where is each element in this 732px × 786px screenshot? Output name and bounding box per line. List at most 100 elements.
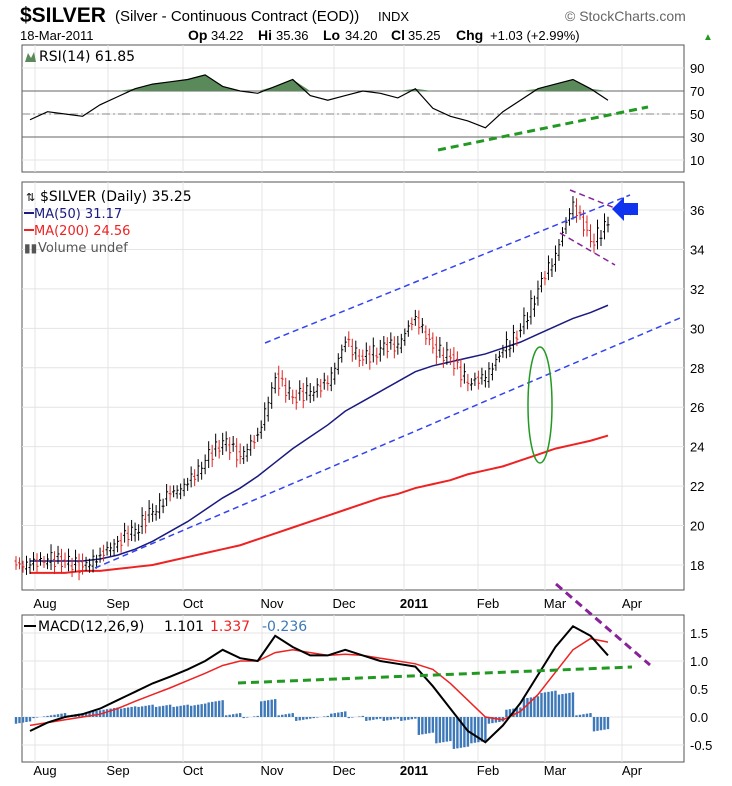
macd-histogram-bar (140, 706, 144, 717)
price-tick-label: 18 (690, 558, 704, 573)
macd-histogram-bar (14, 717, 18, 724)
macd-histogram-bar (112, 708, 116, 717)
macd-histogram-bar (25, 717, 28, 723)
macd-histogram-bar (603, 717, 606, 730)
macd-tick-label: 1.0 (690, 654, 708, 669)
chg-label: Chg (456, 27, 483, 43)
ma200-line (30, 434, 609, 574)
macd-histogram-bar (529, 697, 533, 717)
macd-histogram-bar (256, 715, 259, 717)
macd-histogram-bar (337, 712, 340, 717)
macd-histogram-bar (291, 713, 294, 717)
macd-histogram-bar (361, 715, 364, 717)
macd-histogram-bar (372, 717, 375, 720)
macd-histogram-bar (480, 717, 484, 742)
macd-histogram-bar (564, 693, 568, 717)
price-tick-label: 32 (690, 282, 704, 297)
price-x-label: Apr (622, 596, 643, 611)
macd-histogram-bar (400, 717, 403, 721)
macd-histogram-bar (407, 717, 410, 720)
macd-histogram-bar (207, 702, 210, 717)
macd-histogram-bar (344, 711, 347, 717)
macd-histogram-bar (133, 706, 137, 717)
macd-tick-label: 0.5 (690, 682, 708, 697)
price-x-label: Feb (477, 596, 499, 611)
macd-histogram-bar (189, 705, 193, 717)
annotations (94, 105, 681, 685)
chg-value: +1.03 (+2.99%) (490, 28, 580, 43)
macd-histogram-bar (144, 705, 147, 717)
macd-line (29, 625, 609, 744)
price-tick-label: 28 (690, 361, 704, 376)
macd-histogram-bar (414, 717, 417, 719)
macd-histogram-bar (487, 717, 491, 724)
price-frame (21, 181, 685, 591)
macd-histogram-bar (116, 707, 119, 717)
macd-histogram-bar (137, 706, 140, 717)
macd-value: 1.101 (164, 619, 204, 635)
macd-histogram-bar (421, 717, 424, 735)
exchange: INDX (378, 9, 409, 24)
macd-downtrend (555, 582, 651, 667)
macd-histogram-bar (53, 714, 56, 717)
macd-histogram-bar (494, 717, 498, 723)
macd-histogram-bar (119, 708, 123, 717)
macd-histogram-bar (274, 699, 277, 717)
macd-histogram-bar (175, 706, 179, 717)
macd-histogram-bar (288, 713, 291, 717)
macd-histogram-bar (452, 717, 456, 749)
ma50-legend: MA(50) 31.17 (34, 207, 122, 222)
macd-histogram-bar (428, 717, 431, 734)
macd-histogram-bar (84, 712, 88, 717)
price-title: $SILVER (Daily) 35.25 (40, 189, 192, 205)
macd-histogram-bar (270, 699, 273, 717)
macd-histogram-bar (561, 694, 564, 717)
macd-histogram-bar (599, 717, 603, 731)
macd-histogram-bar (368, 717, 372, 721)
macd-histogram-bar (21, 717, 25, 723)
macd-histogram-bar (347, 717, 350, 719)
macd-histogram-bar (245, 717, 249, 718)
macd-histogram-bar (217, 700, 221, 717)
macd-histogram-bar (417, 717, 421, 735)
macd-histogram-bar (410, 717, 414, 720)
macd-histogram-bar (182, 705, 186, 717)
macd-x-label: 2011 (400, 763, 428, 778)
macd-histogram-bar (550, 691, 554, 717)
macd-histogram-bar (568, 692, 571, 717)
hist-value: -0.236 (262, 619, 307, 635)
macd-histogram-bar (379, 717, 382, 719)
macd-histogram-bar (606, 717, 610, 730)
macd-histogram-bar (28, 717, 32, 722)
price-x-label: Dec (332, 596, 356, 611)
macd-x-label: Oct (183, 763, 204, 778)
macd-histogram-bar (526, 697, 529, 717)
rsi-tick-label: 10 (690, 153, 704, 168)
macd-histogram-bar (442, 717, 445, 743)
cl-label: Cl (391, 27, 405, 43)
macd-histogram-bar (592, 717, 596, 732)
macd-histogram-bar (340, 711, 343, 717)
price-x-label: 2011 (400, 596, 428, 611)
macd-histogram-bar (161, 705, 165, 717)
macd-histogram-bar (60, 713, 63, 717)
macd-histogram-bar (179, 705, 182, 717)
macd-histogram-bar (49, 715, 53, 717)
macd-histogram-bar (463, 717, 466, 748)
rsi-tick-label: 70 (690, 84, 704, 99)
macd-histogram-bar (277, 715, 280, 717)
rsi-tick-label: 90 (690, 61, 704, 76)
macd-histogram-bar (365, 717, 368, 721)
macd-histogram-bar (281, 714, 284, 717)
date: 18-Mar-2011 (20, 28, 93, 43)
up-arrow-icon: ▲ (703, 32, 713, 43)
macd-histogram-bar (238, 713, 242, 717)
cl-value: 35.25 (408, 28, 441, 43)
macd-histogram-bar (91, 711, 95, 717)
macd-histogram-bar (519, 707, 522, 717)
price-tick-label: 34 (690, 242, 704, 257)
macd-histogram-bar (263, 700, 266, 717)
hi-value: 35.36 (276, 28, 309, 43)
ma50-line (30, 304, 609, 562)
macd-histogram-bar (35, 717, 39, 718)
